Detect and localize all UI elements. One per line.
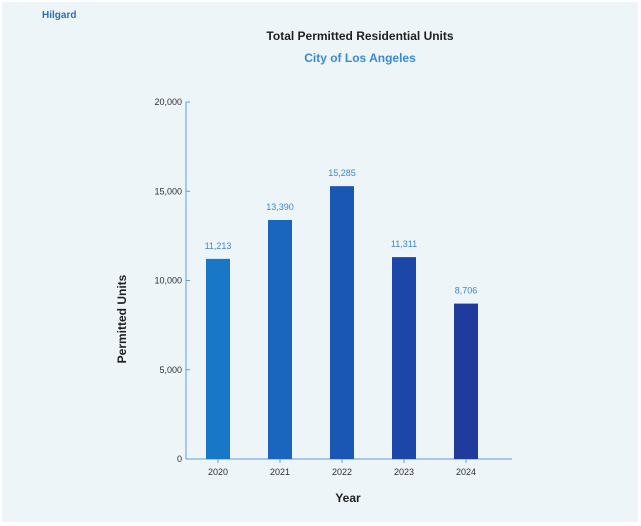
y-tick-label: 5,000 — [159, 365, 182, 375]
x-axis-title: Year — [335, 491, 361, 505]
data-label: 8,706 — [455, 286, 478, 296]
data-label: 11,311 — [391, 239, 417, 249]
y-axis-title: Permitted Units — [115, 274, 129, 363]
data-label: 11,213 — [205, 241, 232, 251]
brand-logo: Hilgard — [42, 10, 77, 21]
data-label: 15,285 — [328, 168, 356, 178]
y-tick-label: 20,000 — [154, 97, 182, 107]
bar-2024 — [454, 303, 478, 459]
x-tick-label: 2022 — [332, 467, 352, 477]
bars — [206, 186, 478, 459]
chart-title: Total Permitted Residential Units — [266, 29, 454, 43]
y-tick-label: 10,000 — [154, 276, 182, 286]
y-tick-label: 0 — [177, 454, 182, 464]
bar-2022 — [330, 186, 354, 459]
chart-subtitle: City of Los Angeles — [304, 51, 416, 65]
x-tick-label: 2024 — [456, 467, 476, 477]
data-label: 13,390 — [266, 202, 294, 212]
y-axis: 0 5,000 10,000 15,000 20,000 — [154, 97, 190, 464]
y-tick-label: 15,000 — [154, 186, 182, 196]
x-tick-label: 2021 — [270, 467, 290, 477]
bar-2020 — [206, 258, 230, 459]
x-tick-label: 2023 — [394, 467, 414, 477]
value-labels: 11,213 13,390 15,285 11,311 8,706 — [205, 168, 478, 295]
bar-2021 — [268, 219, 292, 459]
x-tick-label: 2020 — [208, 467, 228, 477]
x-axis: 2020 2021 2022 2023 2024 — [186, 458, 512, 477]
bar-2023 — [392, 257, 416, 459]
